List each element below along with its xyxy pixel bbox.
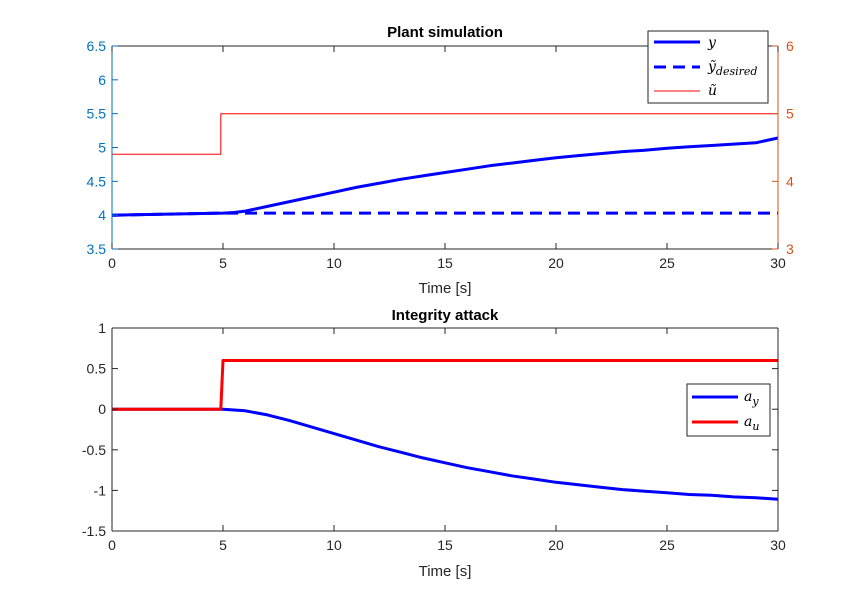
y-right-tick-label: 3 <box>786 241 794 257</box>
bottom-legend-box <box>686 383 771 437</box>
legend-ay-sub: y <box>751 395 759 408</box>
legend-y-desired-main: ỹ <box>707 59 717 75</box>
y-tick-label: -1.5 <box>82 523 106 539</box>
x-tick-label: 15 <box>437 537 453 553</box>
y-tick-label: -1 <box>94 482 107 498</box>
plot-plant-simulation: 0 5 10 15 20 25 30 3.5 4 4.5 5 5.5 6 6.5 3 4 5 6 Plant … <box>87 24 794 297</box>
y-tick-label: 6 <box>98 72 106 88</box>
x-tick-label: 25 <box>659 537 675 553</box>
bottom-x-ticks: 0 5 10 15 20 25 30 <box>108 328 786 553</box>
bottom-y-ticks: -1.5 -1 -0.5 0 0.5 1 <box>82 320 778 539</box>
x-tick-label: 10 <box>326 255 342 271</box>
y-right-tick-label: 4 <box>786 173 794 189</box>
y-right-tick-label: 5 <box>786 106 794 122</box>
y-tick-label: -0.5 <box>82 442 106 458</box>
bottom-title: Integrity attack <box>392 307 499 324</box>
bottom-legend: ay au <box>686 383 771 437</box>
legend-y-desired-sub: desired <box>716 65 758 78</box>
top-legend: y ỹdesired ũ <box>647 30 769 104</box>
y-right-tick-label: 6 <box>786 38 794 54</box>
x-tick-label: 20 <box>548 537 564 553</box>
top-y-ticks-right: 3 4 5 6 <box>772 38 794 257</box>
x-tick-label: 0 <box>108 537 116 553</box>
y-tick-label: 1 <box>98 320 106 336</box>
y-tick-label: 3.5 <box>87 241 107 257</box>
x-tick-label: 25 <box>659 255 675 271</box>
legend-label-y: y <box>707 35 717 51</box>
x-tick-label: 30 <box>770 255 786 271</box>
top-x-ticks: 0 5 10 15 20 25 30 <box>108 46 786 271</box>
series-line-0 <box>111 136 779 217</box>
plot-area-bottom <box>112 328 778 531</box>
x-tick-label: 15 <box>437 255 453 271</box>
y-tick-label: 4.5 <box>87 173 107 189</box>
legend-label-au: au <box>744 414 759 433</box>
y-tick-label: 6.5 <box>87 38 107 54</box>
x-tick-label: 10 <box>326 537 342 553</box>
x-tick-label: 0 <box>108 255 116 271</box>
series-line-0 <box>112 407 779 501</box>
top-y-ticks-left: 3.5 4 4.5 5 5.5 6 6.5 <box>87 38 118 257</box>
legend-au-main: a <box>744 414 752 430</box>
y-tick-label: 4 <box>98 207 106 223</box>
top-xlabel: Time [s] <box>419 280 472 297</box>
legend-label-ay: ay <box>744 389 759 408</box>
x-tick-label: 5 <box>219 537 227 553</box>
y-tick-label: 0 <box>98 401 106 417</box>
y-tick-label: 5 <box>98 140 106 156</box>
legend-label-y-desired: ỹdesired <box>707 59 757 78</box>
series-line-1 <box>111 211 778 217</box>
legend-ay-main: a <box>744 389 752 405</box>
x-tick-label: 30 <box>770 537 786 553</box>
legend-au-sub: u <box>752 420 759 433</box>
bottom-xlabel: Time [s] <box>419 563 472 580</box>
series-line-1 <box>112 359 778 411</box>
bottom-series-group <box>112 359 779 501</box>
plot-integrity-attack: 0 5 10 15 20 25 30 -1.5 -1 -0.5 0 0.5 1 Integrity a… <box>82 307 786 580</box>
top-series-group <box>111 113 779 217</box>
x-tick-label: 5 <box>219 255 227 271</box>
series-line-2 <box>112 113 778 155</box>
legend-label-u: ũ <box>708 83 717 99</box>
y-tick-label: 5.5 <box>87 106 107 122</box>
x-tick-label: 20 <box>548 255 564 271</box>
top-title: Plant simulation <box>387 24 503 41</box>
y-tick-label: 0.5 <box>87 361 107 377</box>
